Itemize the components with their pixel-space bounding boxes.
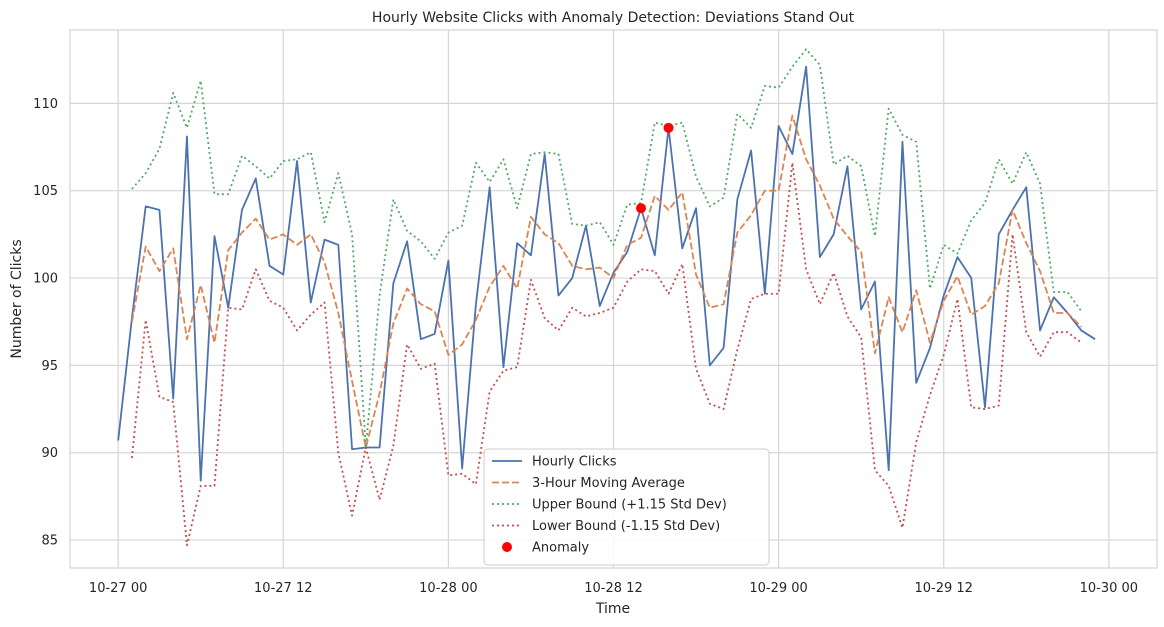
x-axis: 10-27 00 10-27 12 10-28 00 10-28 12 10-29 00… <box>89 581 1138 596</box>
legend-entry: Lower Bound (-1.15 Std Dev) <box>532 519 720 534</box>
x-tick-label: 10-29 00 <box>749 581 807 596</box>
series-layer <box>117 48 1096 547</box>
y-tick-label: 105 <box>33 184 58 199</box>
x-tick-label: 10-27 12 <box>254 581 312 596</box>
y-tick-label: 85 <box>41 534 58 549</box>
y-tick-label: 110 <box>33 97 58 112</box>
x-tick-label: 10-30 00 <box>1080 581 1138 596</box>
x-tick-label: 10-28 00 <box>419 581 477 596</box>
legend-entry: 3-Hour Moving Average <box>532 476 685 491</box>
anomaly-point <box>663 122 674 133</box>
y-axis: 85 90 95 100 105 110 <box>33 97 58 549</box>
y-axis-label: Number of Clicks <box>9 239 25 358</box>
x-tick-label: 10-29 12 <box>915 581 973 596</box>
series-line-1 <box>131 114 1082 449</box>
y-tick-label: 90 <box>41 446 58 461</box>
legend-swatch <box>502 542 512 552</box>
anomaly-point <box>636 203 647 214</box>
series-line-0 <box>117 65 1096 482</box>
x-axis-label: Time <box>595 601 630 617</box>
legend: Hourly Clicks 3-Hour Moving Average Upper … <box>483 448 770 566</box>
x-tick-label: 10-27 00 <box>89 581 147 596</box>
legend-entry: Hourly Clicks <box>532 455 617 470</box>
legend-entry: Upper Bound (+1.15 Std Dev) <box>532 498 727 513</box>
y-tick-label: 95 <box>41 359 58 374</box>
legend-box <box>483 448 770 566</box>
y-tick-label: 100 <box>33 272 58 287</box>
series-line-2 <box>131 48 1083 449</box>
legend-entry: Anomaly <box>532 541 589 556</box>
chart-title: Hourly Website Clicks with Anomaly Detec… <box>372 10 855 26</box>
x-tick-label: 10-28 12 <box>584 581 642 596</box>
anomaly-layer <box>636 122 674 214</box>
